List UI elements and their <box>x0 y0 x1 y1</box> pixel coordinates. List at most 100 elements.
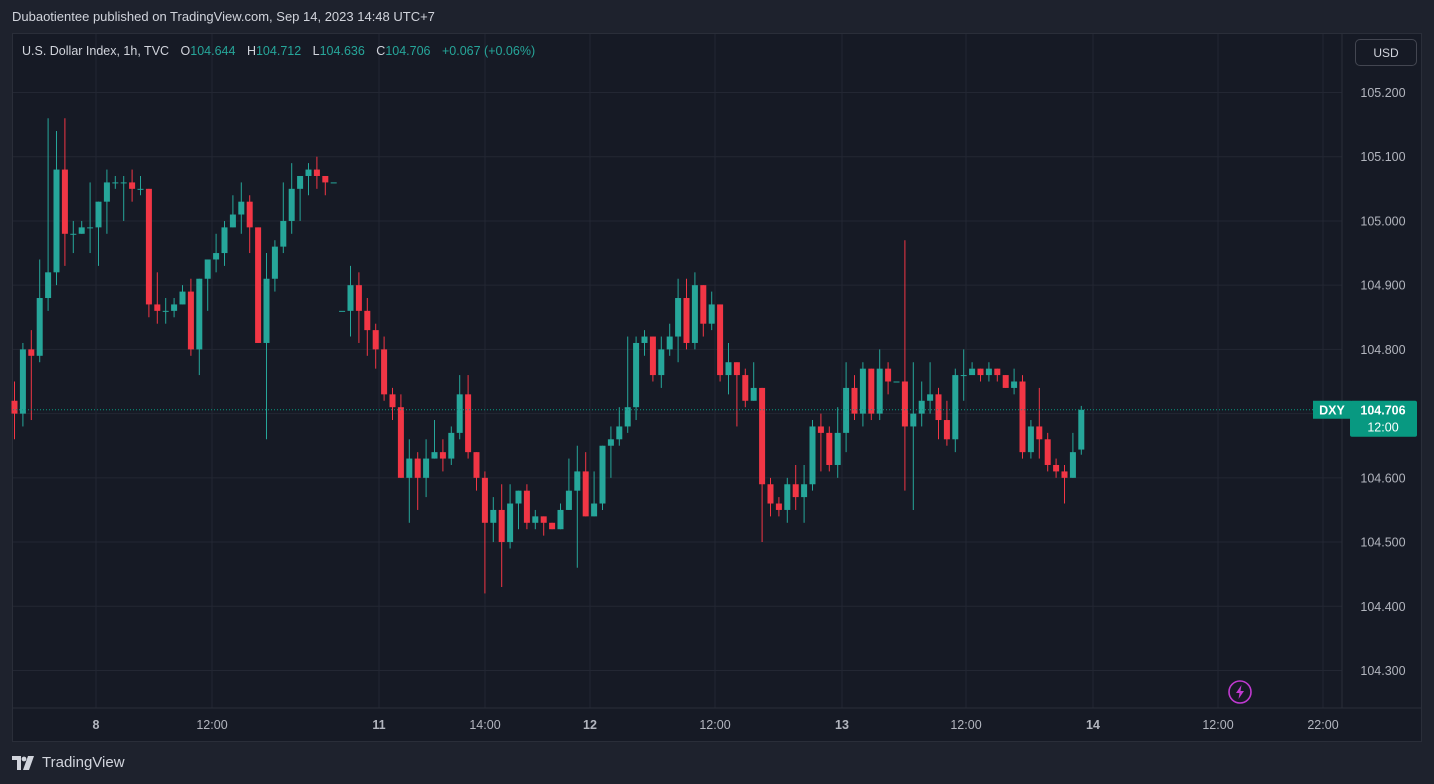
candle-body-up <box>876 368 883 414</box>
candle-body-up <box>70 233 77 235</box>
candle-body-down <box>381 349 388 395</box>
y-tick-label: 105.100 <box>1360 150 1405 164</box>
candle-body-down <box>11 400 18 414</box>
candle-body-down <box>364 310 371 331</box>
ohlc-legend: U.S. Dollar Index, 1h, TVC O104.644 H104… <box>22 44 535 58</box>
candle-body-down <box>817 426 824 433</box>
candle-body-up <box>834 432 841 465</box>
candle-body-up <box>1027 426 1034 453</box>
candle-body-down <box>700 285 707 324</box>
last-price-value: 104.706 <box>1360 403 1405 417</box>
x-tick-label: 14:00 <box>469 718 500 732</box>
candle-body-up <box>120 182 127 184</box>
candle-body-down <box>465 394 472 453</box>
footer: TradingView <box>12 754 125 771</box>
candle-body-up <box>171 304 178 311</box>
candle-body-up <box>750 387 757 401</box>
candle-body-down <box>1061 471 1068 478</box>
candle-body-down <box>733 362 740 376</box>
candle-body-down <box>717 304 724 376</box>
candle-body-up <box>1078 409 1085 450</box>
candle-body-down <box>523 490 530 523</box>
high-label: H <box>246 44 256 58</box>
candle-body-up <box>330 182 337 184</box>
candle-body-up <box>910 413 917 427</box>
candle-body-down <box>742 375 749 401</box>
y-tick-label: 104.400 <box>1360 600 1405 614</box>
candle-body-up <box>53 169 60 273</box>
candle-body-up <box>1069 452 1076 478</box>
y-tick-label: 104.300 <box>1360 664 1405 678</box>
currency-button[interactable]: USD <box>1355 39 1417 66</box>
candle-body-down <box>540 516 547 523</box>
candle-body-up <box>196 278 203 350</box>
candle-body-up <box>515 490 522 504</box>
candle-body-up <box>78 227 85 234</box>
y-tick-label: 104.600 <box>1360 471 1405 485</box>
candle-body-up <box>591 503 598 517</box>
candle-body-up <box>985 368 992 376</box>
candle-body-up <box>607 439 614 446</box>
candle-body-up <box>960 375 967 377</box>
candle-body-down <box>129 182 136 189</box>
candle-body-up <box>95 201 102 228</box>
close-label: C <box>376 44 386 58</box>
candle-body-up <box>624 407 631 427</box>
low-label: L <box>312 44 320 58</box>
candle-body-down <box>901 381 908 427</box>
candle-body-up <box>574 471 581 491</box>
open-label: O <box>180 44 191 58</box>
candle-body-up <box>616 426 623 440</box>
candle-body-down <box>1044 439 1051 465</box>
candle-body-up <box>448 432 455 459</box>
candle-body-up <box>952 375 959 440</box>
tradingview-logo-icon[interactable] <box>12 755 36 770</box>
candle-body-down <box>255 227 262 343</box>
bar-countdown: 12:00 <box>1367 420 1398 434</box>
candle-body-up <box>708 304 715 324</box>
candle-body-up <box>288 188 295 221</box>
symbol-label[interactable]: U.S. Dollar Index, 1h, TVC <box>22 44 170 58</box>
tradingview-brand[interactable]: TradingView <box>42 754 125 771</box>
candle-body-up <box>784 484 791 510</box>
candle-body-up <box>297 175 304 189</box>
candle-body-down <box>61 169 68 234</box>
ticker-label: DXY <box>1319 403 1345 417</box>
candle-body-down <box>582 471 589 517</box>
lightning-icon[interactable] <box>1228 680 1252 704</box>
x-tick-label: 13 <box>835 718 849 732</box>
candle-body-up <box>204 259 211 279</box>
candle-body-up <box>112 182 119 184</box>
candle-body-up <box>557 509 564 530</box>
candle-body-down <box>759 387 766 485</box>
candle-body-down <box>397 407 404 478</box>
ticker-tag <box>1313 400 1351 419</box>
candle-body-up <box>238 201 245 215</box>
high-value: 104.712 <box>255 44 302 58</box>
candle-body-up <box>87 227 94 229</box>
chart-pane[interactable] <box>12 33 1422 742</box>
x-tick-label: 14 <box>1086 718 1100 732</box>
candle-body-up <box>305 169 312 176</box>
candle-body-down <box>775 503 782 510</box>
candle-body-up <box>456 394 463 433</box>
candle-body-up <box>599 445 606 504</box>
publisher-line: Dubaotientee published on TradingView.co… <box>12 9 435 24</box>
candle-body-up <box>221 227 228 254</box>
x-tick-label: 12:00 <box>699 718 730 732</box>
candle-body-down <box>313 169 320 176</box>
candle-body-down <box>498 509 505 543</box>
candle-body-up <box>641 336 648 343</box>
candle-body-down <box>943 420 950 440</box>
candle-body-down <box>1019 381 1026 453</box>
candle-body-down <box>826 432 833 465</box>
x-tick-label: 12:00 <box>950 718 981 732</box>
candle-body-down <box>1036 426 1043 440</box>
candle-body-up <box>532 516 539 523</box>
candle-body-up <box>423 458 430 478</box>
candle-body-down <box>372 330 379 350</box>
last-price-tag <box>1350 400 1417 437</box>
y-tick-label: 105.000 <box>1360 214 1405 228</box>
candle-body-up <box>406 458 413 478</box>
